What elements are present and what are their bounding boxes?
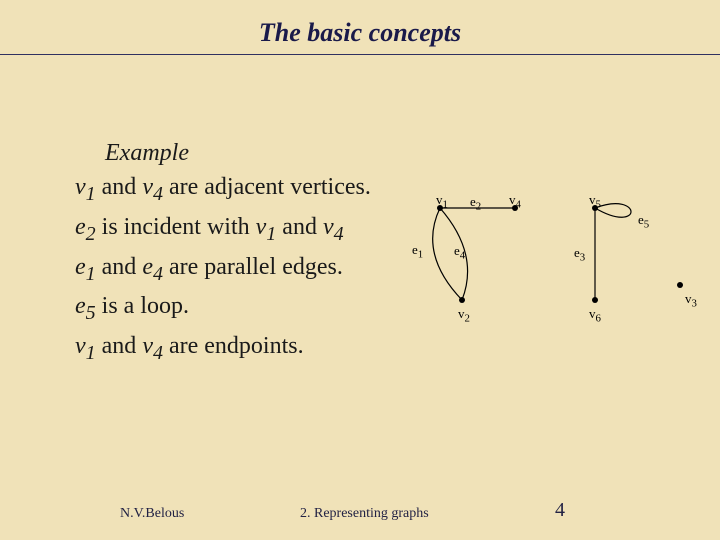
graph-label-v6: v6 [589,306,601,325]
footer-section: 2. Representing graphs [300,506,429,522]
node-v2 [459,297,465,303]
content-line-2: e2 is incident with v1 and v4 [75,209,371,249]
footer-page: 4 [555,499,565,522]
graph-label-e2: e2 [470,194,481,213]
graph-label-v3: v3 [685,291,697,310]
slide-title: The basic concepts [0,0,720,48]
content-line-4: e5 is a loop. [75,288,371,328]
graph-edges-svg [410,190,710,350]
content-block: Example v1 and v4 are adjacent vertices.… [75,140,371,368]
node-v3 [677,282,683,288]
title-rule [0,54,720,55]
example-label: Example [105,140,371,167]
graph-label-v1: v1 [436,192,448,211]
content-line-3: e1 and e4 are parallel edges. [75,249,371,289]
graph-label-e4: e4 [454,243,465,262]
content-line-5: v1 and v4 are endpoints. [75,328,371,368]
graph-label-v4: v4 [509,192,521,211]
graph-diagram: e2 e1 e4 e3 e5 v1 v4 v2 v5 v6 v3 [410,190,710,350]
graph-label-v2: v2 [458,306,470,325]
node-v6 [592,297,598,303]
graph-label-v5: v5 [589,192,601,211]
content-line-1: v1 and v4 are adjacent vertices. [75,169,371,209]
graph-label-e1: e1 [412,242,423,261]
graph-label-e5: e5 [638,212,649,231]
footer-author: N.V.Belous [120,506,184,522]
graph-label-e3: e3 [574,245,585,264]
